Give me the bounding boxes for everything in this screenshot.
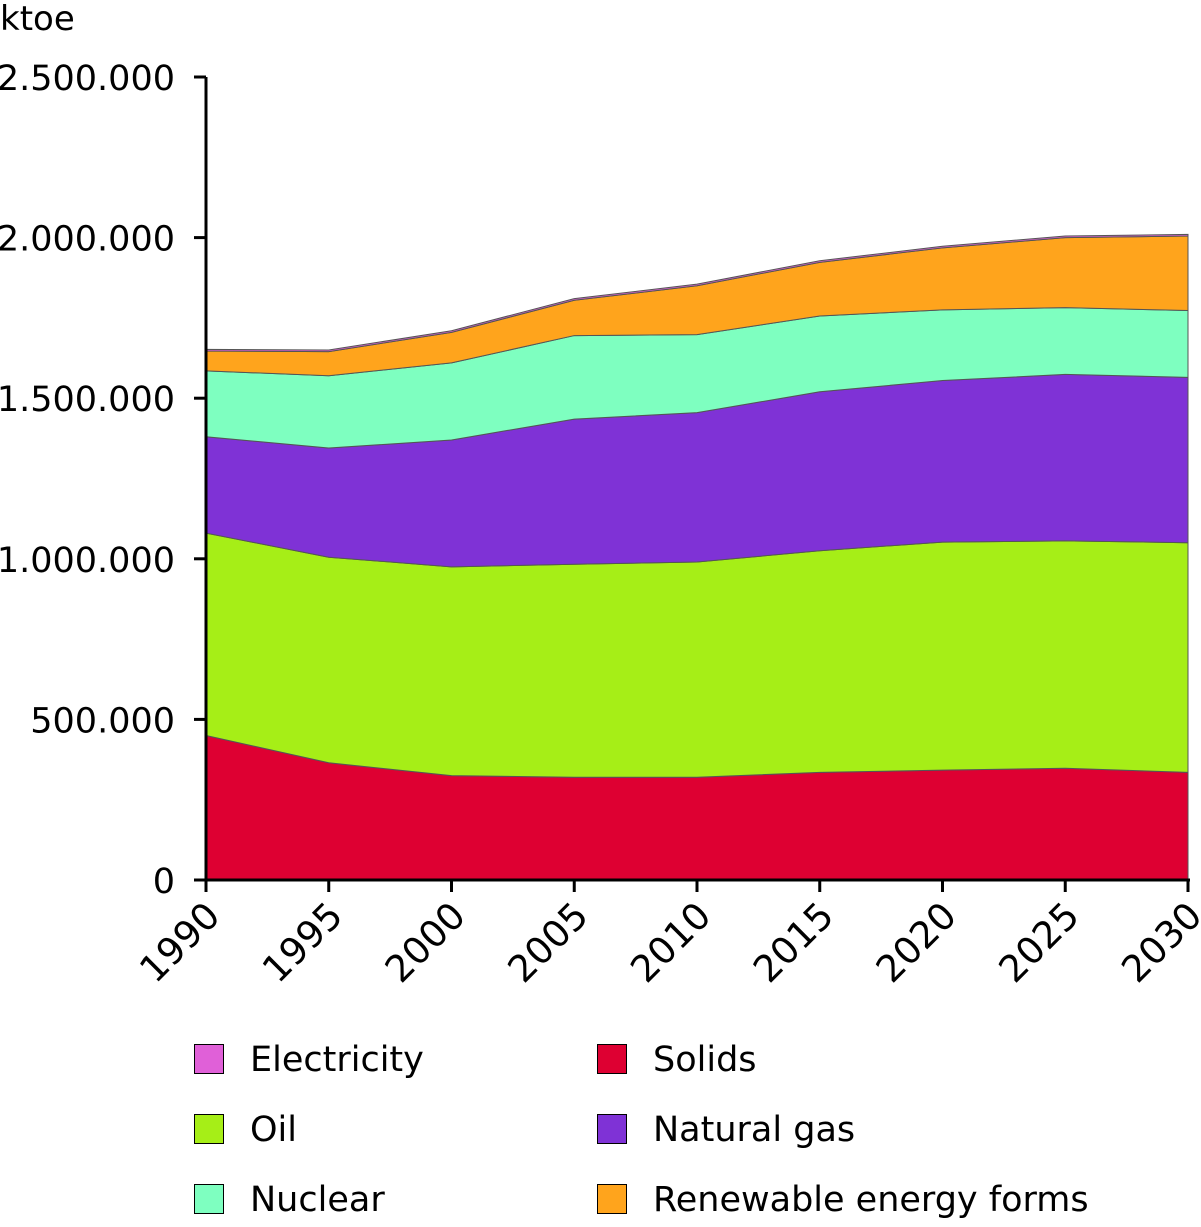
x-tick-label: 2025: [991, 894, 1088, 991]
legend-swatch-electricity: [194, 1044, 224, 1074]
legend-label-oil: Oil: [250, 1110, 297, 1150]
legend-swatch-natural-gas: [597, 1114, 627, 1144]
x-tick-label: 2015: [745, 894, 842, 991]
legend-label-electricity: Electricity: [250, 1040, 424, 1080]
x-tick-label: 2030: [1113, 894, 1201, 991]
x-tick-label: 2005: [500, 894, 597, 991]
legend-swatch-oil: [194, 1114, 224, 1144]
y-tick-label: 0: [153, 862, 175, 902]
legend-swatch-nuclear: [194, 1184, 224, 1214]
y-axis-label: ktoe: [0, 0, 75, 39]
legend-label-nuclear: Nuclear: [250, 1180, 385, 1220]
y-tick-label: 500.000: [30, 701, 175, 741]
y-tick-label: 1.000.000: [0, 541, 175, 581]
x-tick-label: 1995: [254, 894, 351, 991]
x-tick-label: 2020: [868, 894, 965, 991]
area-series-group: [205, 233, 1189, 881]
y-tick-label: 1.500.000: [0, 380, 175, 420]
legend-label-solids: Solids: [653, 1040, 757, 1080]
stacked-area-chart: 0 500.000 1.000.000 1.500.000 2.000.000 2.500…: [0, 0, 1201, 991]
legend-label-natural-gas: Natural gas: [653, 1110, 856, 1150]
area-series-electricity: [205, 233, 1189, 353]
x-tick-label: 1990: [131, 894, 228, 991]
legend-swatch-solids: [597, 1044, 627, 1074]
x-tick-label: 2000: [377, 894, 474, 991]
x-tick-label: 2010: [622, 894, 719, 991]
legend-label-renewable-energy-forms: Renewable energy forms: [653, 1180, 1089, 1220]
y-tick-label: 2.000.000: [0, 220, 175, 260]
y-tick-label: 2.500.000: [0, 59, 175, 99]
legend-swatch-renewable-energy-forms: [597, 1184, 627, 1214]
area-series-oil: [205, 532, 1189, 778]
